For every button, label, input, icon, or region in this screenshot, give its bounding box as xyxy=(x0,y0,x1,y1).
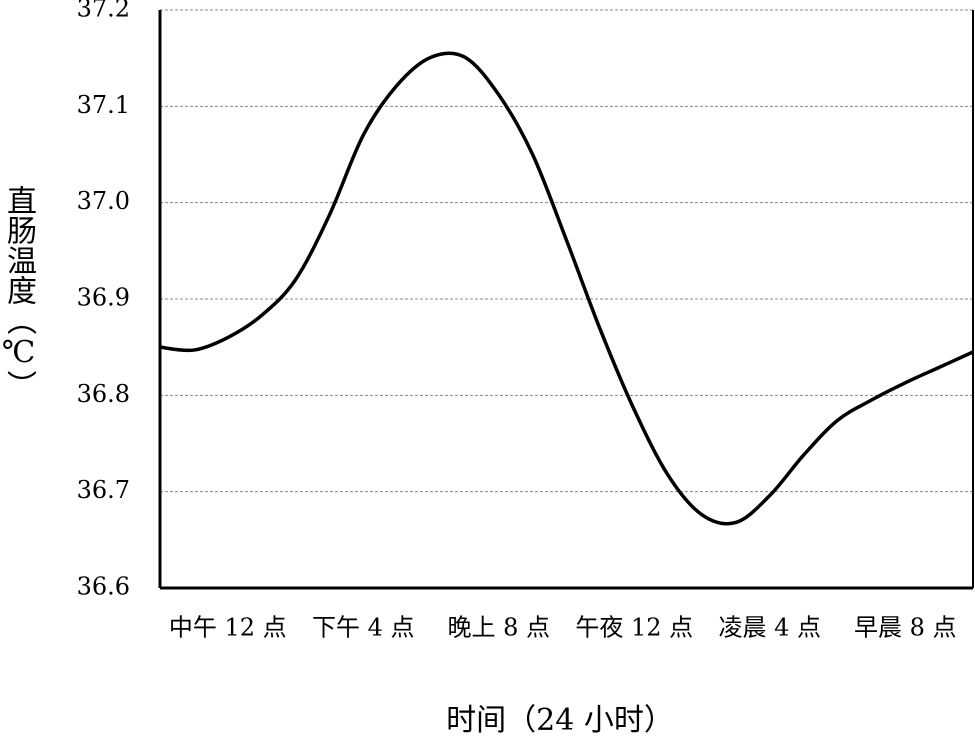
x-axis-title: 时间（24 小时） xyxy=(446,703,674,738)
x-tick-label: 凌晨 4 点 xyxy=(718,614,821,642)
y-tick-label: 37.0 xyxy=(77,187,130,215)
x-tick-label: 下午 4 点 xyxy=(312,614,415,642)
x-tick-label: 中午 12 点 xyxy=(169,614,287,642)
y-tick-label: 36.9 xyxy=(77,284,130,312)
y-tick-label: 36.7 xyxy=(77,476,130,504)
y-tick-label: 36.6 xyxy=(77,573,130,601)
x-tick-label: 晚上 8 点 xyxy=(447,614,550,642)
y-tick-label: 37.1 xyxy=(77,91,130,119)
y-tick-label: 36.8 xyxy=(77,380,130,408)
y-tick-label: 37.2 xyxy=(77,0,130,23)
x-tick-label: 早晨 8 点 xyxy=(854,614,957,642)
temperature-line xyxy=(159,51,974,526)
x-tick-label: 午夜 12 点 xyxy=(575,614,693,642)
y-axis-title: 直肠温度（℃） xyxy=(1,185,36,400)
